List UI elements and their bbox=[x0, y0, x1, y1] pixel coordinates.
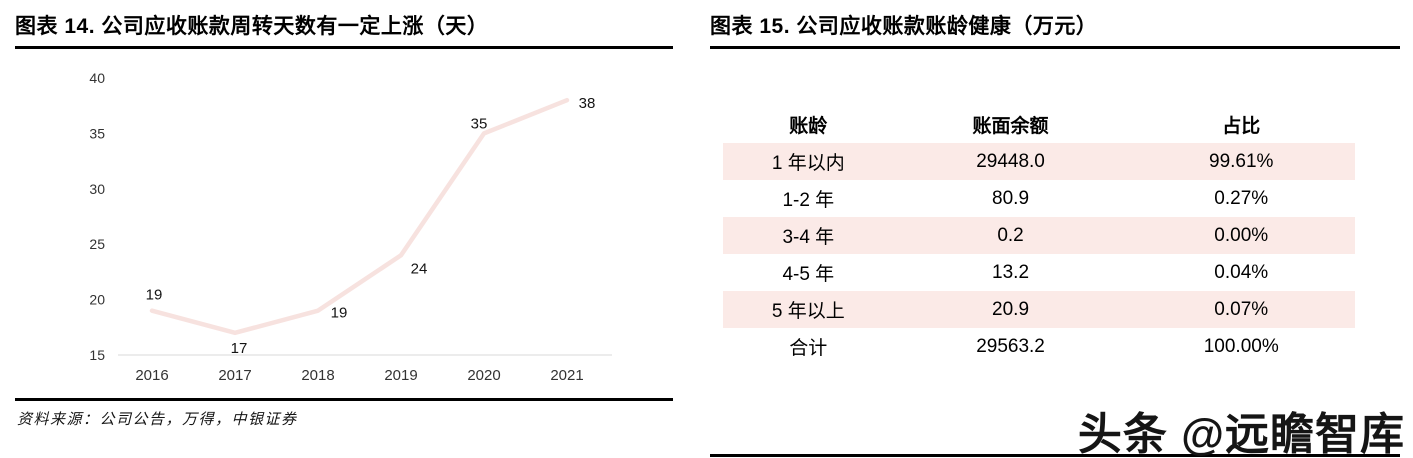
aging-table-cell: 29448.0 bbox=[976, 150, 1045, 172]
figure-14-title-rule bbox=[15, 46, 673, 49]
aging-table-row: 5 年以上 20.9 0.07% bbox=[723, 291, 1355, 328]
aging-table-body: 1 年以内 29448.0 99.61% 1-2 年 80.9 0.27% 3-4 年 0.2… bbox=[723, 143, 1355, 365]
figure-15-table-area: 账龄 账面余额 占比 1 年以内 29448.0 99.61% 1-2 年 80.9 0.27… bbox=[710, 105, 1400, 454]
data-label: 19 bbox=[146, 287, 163, 304]
data-label: 35 bbox=[471, 115, 488, 132]
aging-table-cell: 13.2 bbox=[992, 261, 1030, 283]
receivable-aging-table: 账龄 账面余额 占比 1 年以内 29448.0 99.61% 1-2 年 80.9 0.27… bbox=[723, 105, 1355, 365]
figure-14-source: 资料来源：公司公告，万得，中银证券 bbox=[17, 412, 298, 428]
y-tick-label: 35 bbox=[89, 125, 105, 141]
aging-table-header-row: 账龄 账面余额 占比 bbox=[723, 105, 1355, 143]
watermark-toutiao-yuanzhan-zhiku: 头条 @远瞻智库 bbox=[1077, 410, 1405, 458]
aging-table-row: 1-2 年 80.9 0.27% bbox=[723, 180, 1355, 217]
aging-table-cell: 0.00% bbox=[1214, 224, 1269, 246]
aging-table-cell: 80.9 bbox=[992, 187, 1030, 209]
figure-14-chart-area: 40 35 30 25 20 15 2016 2017 2018 2019 2020 2021 19 17… bbox=[15, 49, 673, 398]
aging-table-row: 合计 29563.2 100.00% bbox=[723, 328, 1355, 365]
aging-table-row: 1 年以内 29448.0 99.61% bbox=[723, 143, 1355, 180]
aging-table-cell: 5 年以上 bbox=[771, 301, 845, 322]
aging-table-cell: 100.00% bbox=[1203, 335, 1279, 357]
y-tick-label: 20 bbox=[89, 292, 105, 308]
aging-table-cell: 29563.2 bbox=[976, 335, 1045, 357]
x-tick-label: 2018 bbox=[301, 367, 334, 384]
x-tick-label: 2019 bbox=[384, 367, 417, 384]
aging-column-header: 占比 bbox=[1222, 115, 1261, 137]
y-tick-label: 30 bbox=[89, 181, 105, 197]
aging-table-head: 账龄 账面余额 占比 bbox=[723, 105, 1355, 143]
aging-table-cell: 4-5 年 bbox=[782, 264, 835, 285]
aging-table-cell: 0.07% bbox=[1214, 298, 1269, 320]
figure-15-title-rule bbox=[710, 46, 1400, 49]
aging-table-cell: 99.61% bbox=[1209, 150, 1274, 172]
aging-table-cell: 0.04% bbox=[1214, 261, 1269, 283]
turnover-days-line-series bbox=[149, 97, 570, 336]
x-tick-label: 2020 bbox=[467, 367, 500, 384]
aging-table-cell: 1 年以内 bbox=[771, 153, 845, 174]
aging-table-cell: 0.27% bbox=[1214, 187, 1269, 209]
x-tick-label: 2016 bbox=[135, 367, 168, 384]
x-tick-label: 2017 bbox=[218, 367, 251, 384]
aging-table-row: 3-4 年 0.2 0.00% bbox=[723, 217, 1355, 254]
x-tick-label: 2021 bbox=[550, 367, 583, 384]
figure-15-panel: 图表 15. 公司应收账款账龄健康（万元） 账龄 账面余额 占比 1 年以内 2944… bbox=[710, 8, 1400, 458]
figure-15-footer-rule bbox=[710, 454, 1400, 457]
aging-table-cell: 合计 bbox=[789, 338, 828, 359]
aging-table-cell: 3-4 年 bbox=[782, 227, 835, 248]
figure-14-footer-rule bbox=[15, 398, 673, 401]
y-tick-label: 15 bbox=[89, 347, 105, 363]
data-label: 38 bbox=[579, 95, 596, 112]
aging-column-header: 账龄 bbox=[789, 115, 828, 137]
data-label: 24 bbox=[411, 260, 428, 277]
data-label: 17 bbox=[231, 340, 248, 357]
aging-table-cell: 20.9 bbox=[992, 298, 1030, 320]
y-tick-label: 25 bbox=[89, 236, 105, 252]
aging-table-cell: 0.2 bbox=[997, 224, 1024, 246]
figure-14-panel: 图表 14. 公司应收账款周转天数有一定上涨（天） 40 35 30 25 20 15 20… bbox=[15, 8, 673, 429]
aging-table-row: 4-5 年 13.2 0.04% bbox=[723, 254, 1355, 291]
figure-15-title: 图表 15. 公司应收账款账龄健康（万元） bbox=[710, 15, 1098, 38]
figure-14-title: 图表 14. 公司应收账款周转天数有一定上涨（天） bbox=[15, 15, 489, 38]
aging-column-header: 账面余额 bbox=[972, 115, 1049, 137]
data-label: 19 bbox=[331, 305, 348, 322]
y-tick-label: 40 bbox=[89, 70, 105, 86]
aging-table-cell: 1-2 年 bbox=[782, 190, 835, 211]
